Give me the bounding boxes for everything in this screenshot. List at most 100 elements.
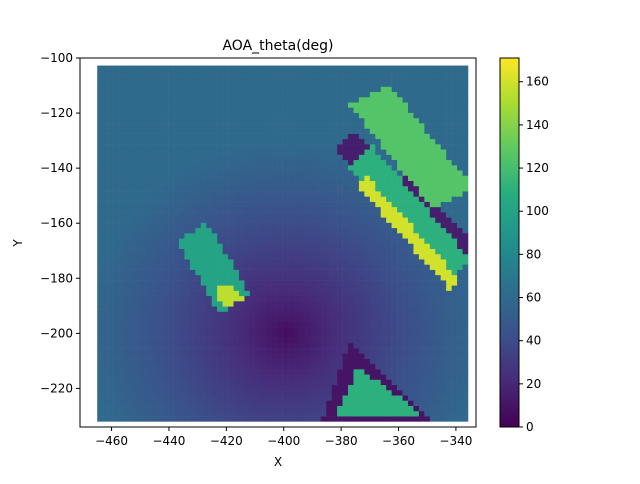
heatmap-cell [206, 133, 213, 140]
heatmap-cell [135, 358, 142, 365]
heatmap-cell [446, 274, 452, 281]
heatmap-cell [451, 196, 458, 202]
heatmap-cell [380, 159, 387, 166]
heatmap-cell [238, 65, 245, 72]
heatmap-cell [380, 243, 387, 249]
heatmap-cell [206, 285, 213, 291]
heatmap-cell [173, 342, 180, 349]
heatmap-cell [348, 405, 354, 412]
heatmap-cell [413, 128, 420, 134]
heatmap-cell [211, 342, 218, 349]
heatmap-cell [238, 259, 245, 265]
heatmap-cell [255, 123, 262, 129]
heatmap-cell [228, 337, 234, 344]
heatmap-cell [266, 86, 272, 93]
heatmap-cell [326, 264, 332, 270]
heatmap-cell [364, 306, 371, 312]
heatmap-cell [369, 389, 376, 396]
heatmap-cell [228, 301, 234, 307]
heatmap-cell [413, 102, 420, 108]
heatmap-cell [446, 144, 452, 150]
heatmap-cell [380, 65, 387, 72]
heatmap-cell [102, 86, 109, 93]
heatmap-cell [228, 81, 234, 87]
heatmap-cell [157, 227, 163, 234]
heatmap-cell [124, 384, 131, 391]
heatmap-cell [108, 410, 114, 417]
heatmap-cell [249, 206, 256, 213]
heatmap-cell [266, 185, 272, 192]
heatmap-cell [249, 212, 256, 218]
heatmap-cell [277, 374, 283, 380]
heatmap-cell [228, 369, 234, 375]
heatmap-cell [315, 138, 322, 145]
heatmap-cell [179, 86, 185, 93]
heatmap-cell [457, 175, 463, 181]
heatmap-cell [124, 274, 131, 281]
heatmap-cell [358, 65, 365, 72]
heatmap-cell [288, 405, 294, 412]
heatmap-cell [173, 170, 180, 176]
heatmap-cell [424, 201, 431, 208]
heatmap-cell [369, 269, 376, 276]
heatmap-cell [102, 400, 109, 406]
y-tick-label: −200 [40, 326, 73, 340]
heatmap-cell [249, 201, 256, 208]
heatmap-cell [217, 321, 223, 328]
heatmap-cell [129, 86, 136, 93]
heatmap-cell [429, 353, 436, 359]
heatmap-cell [304, 212, 311, 218]
heatmap-cell [407, 311, 414, 318]
heatmap-cell [451, 170, 458, 176]
heatmap-cell [451, 138, 458, 145]
heatmap-cell [222, 201, 229, 208]
heatmap-cell [429, 416, 436, 422]
heatmap-cell [184, 280, 191, 286]
heatmap-cell [113, 280, 120, 286]
heatmap-cell [260, 353, 267, 359]
heatmap-cell [386, 353, 392, 359]
heatmap-cell [451, 348, 458, 354]
heatmap-cell [451, 259, 458, 265]
heatmap-cell [309, 217, 316, 223]
heatmap-cell [108, 102, 114, 108]
heatmap-cell [233, 81, 240, 87]
heatmap-cell [326, 233, 332, 239]
heatmap-cell [309, 327, 316, 333]
heatmap-cell [233, 327, 240, 333]
heatmap-cell [435, 342, 441, 349]
heatmap-cell [195, 227, 202, 234]
heatmap-cell [157, 400, 163, 406]
heatmap-cell [315, 290, 322, 297]
heatmap-cell [108, 311, 114, 318]
heatmap-cell [173, 337, 180, 344]
heatmap-cell [402, 337, 409, 344]
heatmap-cell [211, 269, 218, 276]
heatmap-cell [309, 369, 316, 375]
heatmap-cell [331, 154, 338, 161]
heatmap-cell [320, 96, 327, 103]
heatmap-cell [124, 133, 131, 140]
heatmap-cell [326, 369, 332, 375]
heatmap-cell [249, 222, 256, 229]
heatmap-cell [108, 70, 114, 77]
heatmap-cell [200, 327, 207, 333]
heatmap-cell [402, 395, 409, 401]
heatmap-cell [369, 248, 376, 255]
heatmap-cell [380, 107, 387, 113]
heatmap-cell [364, 65, 371, 72]
heatmap-cell [217, 316, 223, 323]
heatmap-cell [238, 337, 245, 344]
heatmap-cell [375, 285, 382, 291]
heatmap-cell [233, 316, 240, 323]
heatmap-cell [304, 316, 311, 323]
heatmap-cell [255, 353, 262, 359]
heatmap-cell [402, 217, 409, 223]
heatmap-cell [233, 128, 240, 134]
heatmap-cell [315, 144, 322, 150]
heatmap-cell [260, 306, 267, 312]
heatmap-cell [435, 248, 441, 255]
heatmap-cell [119, 264, 125, 270]
heatmap-cell [260, 185, 267, 192]
heatmap-cell [249, 185, 256, 192]
